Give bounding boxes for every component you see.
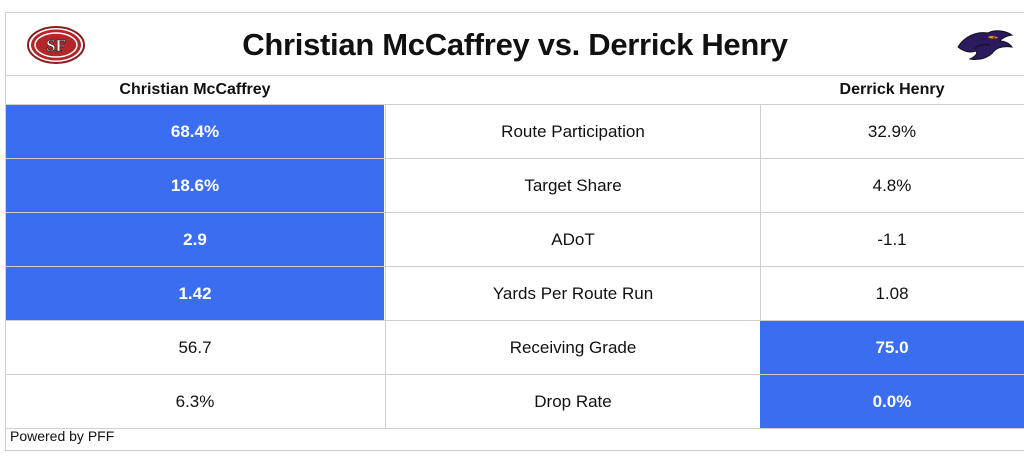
svg-text:SF: SF: [46, 36, 66, 55]
footer-divider: [6, 450, 1024, 451]
left-player-header: Christian McCaffrey: [119, 81, 271, 98]
right-player-header: Derrick Henry: [839, 81, 945, 98]
left-value-cell: 1.42: [6, 267, 384, 320]
metric-label: Yards Per Route Run: [385, 267, 761, 320]
table-row: 68.4% Route Participation 32.9%: [6, 105, 1024, 159]
right-value-cell: 32.9%: [867, 122, 917, 141]
table-row: 56.7 Receiving Grade 75.0: [6, 321, 1024, 375]
footer-credit: Powered by PFF: [10, 428, 115, 444]
left-value-cell: 56.7: [178, 338, 212, 357]
metric-label: Receiving Grade: [385, 321, 761, 374]
right-value-cell: 75.0: [760, 321, 1024, 374]
metric-label: Drop Rate: [385, 375, 761, 428]
left-value-cell: 2.9: [6, 213, 384, 266]
comparison-table: 68.4% Route Participation 32.9% 18.6% Ta…: [6, 104, 1024, 429]
left-value-cell: 6.3%: [175, 392, 215, 411]
49ers-logo-icon: SF: [27, 26, 85, 64]
ravens-logo-icon: [957, 30, 1014, 60]
graphic-frame: [5, 12, 1024, 451]
right-value-cell: -1.1: [877, 230, 907, 249]
table-row: 18.6% Target Share 4.8%: [6, 159, 1024, 213]
left-value-cell: 68.4%: [6, 105, 384, 158]
left-value-cell: 18.6%: [6, 159, 384, 212]
metric-label: Target Share: [385, 159, 761, 212]
table-row: 1.42 Yards Per Route Run 1.08: [6, 267, 1024, 321]
right-value-cell: 4.8%: [872, 176, 912, 195]
title-bar: SF Christian McCaffrey vs. Derrick Henry: [6, 13, 1024, 76]
metric-label: Route Participation: [385, 105, 761, 158]
table-row: 6.3% Drop Rate 0.0%: [6, 375, 1024, 429]
metric-label: ADoT: [385, 213, 761, 266]
right-value-cell: 1.08: [875, 284, 909, 303]
right-value-cell: 0.0%: [760, 375, 1024, 428]
page-title: Christian McCaffrey vs. Derrick Henry: [242, 27, 788, 62]
table-row: 2.9 ADoT -1.1: [6, 213, 1024, 267]
